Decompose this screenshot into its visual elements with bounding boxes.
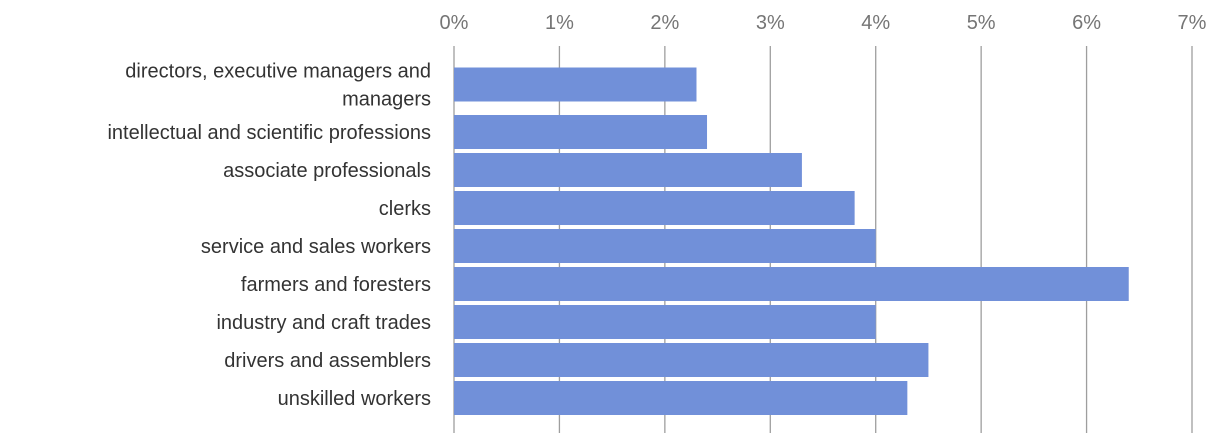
bar — [454, 67, 697, 102]
bar — [454, 305, 876, 339]
category-label: clerks — [379, 198, 431, 220]
category-label: directors, executive managers and — [125, 61, 431, 83]
x-tick-label: 6% — [1072, 12, 1101, 34]
x-tick-label: 7% — [1178, 12, 1207, 34]
category-label: farmers and foresters — [241, 274, 431, 296]
category-label: associate professionals — [223, 160, 431, 182]
x-tick-label: 5% — [967, 12, 996, 34]
bar — [454, 153, 802, 187]
category-label: drivers and assemblers — [224, 350, 431, 372]
x-axis-ticks: 0% 1% 2% 3% 4% 5% 6% 7% — [440, 12, 1207, 34]
category-label: unskilled workers — [278, 388, 431, 410]
x-tick-label: 4% — [861, 12, 890, 34]
category-labels: directors, executive managers and manager… — [107, 61, 431, 411]
x-tick-label: 0% — [440, 12, 469, 34]
x-tick-label: 2% — [650, 12, 679, 34]
bar — [454, 191, 855, 225]
category-label: managers — [342, 89, 431, 111]
category-label: industry and craft trades — [216, 312, 431, 334]
bar — [454, 381, 908, 415]
bars — [454, 67, 1129, 415]
x-tick-label: 3% — [756, 12, 785, 34]
bar — [454, 267, 1129, 301]
category-label: service and sales workers — [201, 236, 431, 258]
bar — [454, 229, 876, 263]
category-label: intellectual and scientific professions — [107, 122, 431, 144]
bar — [454, 343, 929, 377]
bar — [454, 115, 708, 149]
x-tick-label: 1% — [545, 12, 574, 34]
